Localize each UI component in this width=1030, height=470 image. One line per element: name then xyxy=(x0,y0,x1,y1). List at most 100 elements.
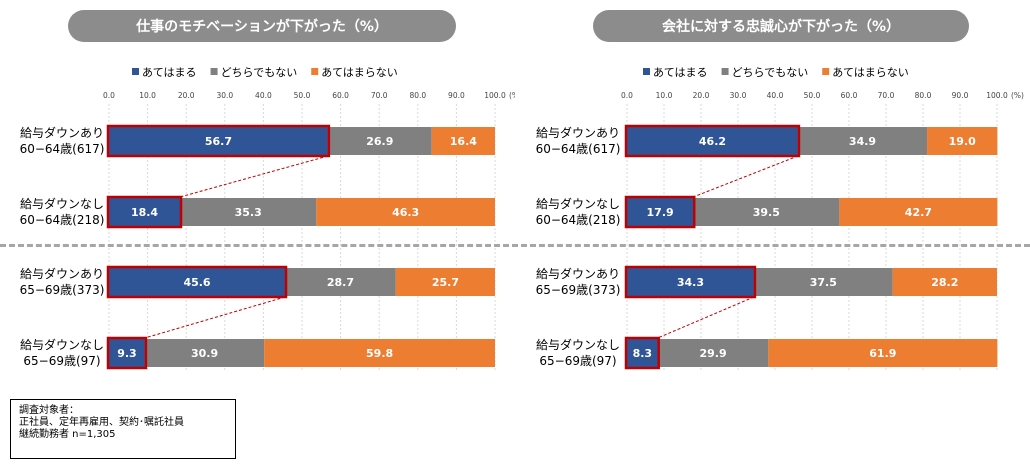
bar-segment xyxy=(693,198,840,226)
data-label: 34.3 xyxy=(677,276,704,289)
x-tick-label: 30.0 xyxy=(216,91,233,100)
group-divider xyxy=(0,244,1030,247)
data-label: 17.9 xyxy=(647,206,674,219)
bar-segment xyxy=(657,339,769,367)
bar-segment xyxy=(627,198,694,226)
x-tick-label: 40.0 xyxy=(767,91,784,100)
data-label: 59.8 xyxy=(366,347,393,360)
x-tick-label: 80.0 xyxy=(409,91,426,100)
x-tick-label: 100.0 xyxy=(986,91,1008,100)
x-tick-label: 40.0 xyxy=(255,91,272,100)
data-label: 16.4 xyxy=(450,135,477,148)
survey-note-line1: 調査対象者： xyxy=(19,405,79,416)
x-tick-label: 0.0 xyxy=(103,91,115,100)
category-label-line2: 65−69歳(97) xyxy=(23,354,100,368)
category-label-line2: 65−69歳(97) xyxy=(539,354,616,368)
legend-label: どちらでもない xyxy=(732,66,809,79)
legend-swatch xyxy=(643,68,650,75)
bar-segment xyxy=(627,268,754,296)
data-label: 37.5 xyxy=(810,276,837,289)
data-label: 39.5 xyxy=(753,206,780,219)
legend-label: あてはまる xyxy=(142,66,197,79)
highlight-box xyxy=(624,336,660,370)
data-label: 28.2 xyxy=(931,276,958,289)
bar-segment xyxy=(285,268,396,296)
x-tick-label: 10.0 xyxy=(656,91,673,100)
x-tick-label: 60.0 xyxy=(332,91,349,100)
x-tick-label: 20.0 xyxy=(178,91,195,100)
bar-segment xyxy=(109,127,328,155)
legend-swatch xyxy=(210,68,218,75)
x-tick-label: 10.0 xyxy=(139,91,156,100)
survey-note: 調査対象者： 正社員、定年再雇用、契約･嘱託社員 継続勤務者 n=1,305 xyxy=(10,399,236,459)
bar-segment xyxy=(109,198,181,226)
x-tick-label: 80.0 xyxy=(915,91,932,100)
chart-title-loyalty: 会社に対する忠誠心が下がった（%） xyxy=(593,10,969,42)
chart-panel-motivation: 仕事のモチベーションが下がった（%） あてはまる どちらでもない あてはまらない 0.… xyxy=(20,10,515,370)
connector-line xyxy=(179,155,328,198)
data-label: 30.9 xyxy=(191,347,218,360)
category-label-line1: 給与ダウンあり xyxy=(536,266,620,281)
category-label-line2: 65−69歳(373) xyxy=(536,283,621,297)
legend-label: どちらでもない xyxy=(221,66,298,79)
highlight-box xyxy=(106,265,288,299)
highlight-box xyxy=(106,195,183,229)
survey-note-line2: 正社員、定年再雇用、契約･嘱託社員 xyxy=(19,417,184,428)
x-tick-label: 50.0 xyxy=(294,91,311,100)
category-label-line1: 給与ダウンなし xyxy=(20,337,104,352)
x-tick-label: 60.0 xyxy=(841,91,858,100)
category-label-line2: 60−64歳(218) xyxy=(536,213,621,227)
x-unit-label: (%) xyxy=(509,91,515,100)
highlight-box xyxy=(624,124,801,158)
connector-line xyxy=(144,296,286,339)
connector-line xyxy=(657,296,755,339)
category-label-line2: 60−64歳(617) xyxy=(536,142,621,156)
legend-swatch xyxy=(132,68,139,75)
bar-segment xyxy=(768,339,998,367)
x-unit-label: (%) xyxy=(1011,91,1024,100)
x-tick-label: 100.0 xyxy=(484,91,506,100)
category-label-line1: 給与ダウンなし xyxy=(20,196,104,211)
bar-segment xyxy=(109,339,145,367)
bar-segment xyxy=(395,268,495,296)
category-label-line2: 60−64歳(617) xyxy=(20,142,105,156)
data-label: 25.7 xyxy=(432,276,459,289)
legend-label: あてはまらない xyxy=(321,66,398,79)
data-label: 45.6 xyxy=(183,276,210,289)
bar-segment xyxy=(753,268,893,296)
bar-segment xyxy=(927,127,998,155)
x-tick-label: 20.0 xyxy=(693,91,710,100)
stacked-bar-chart-motivation: あてはまる どちらでもない あてはまらない 0.0 10.0 20.0 30.0 40.0 50… xyxy=(20,66,515,370)
data-label: 56.7 xyxy=(205,135,232,148)
survey-note-line3: 継続勤務者 n=1,305 xyxy=(19,429,116,440)
chart-panel-loyalty: 会社に対する忠誠心が下がった（%） あてはまる どちらでもない あてはまらない 0.0… xyxy=(515,0,1030,470)
data-label: 28.7 xyxy=(327,276,354,289)
bar-segment xyxy=(892,268,997,296)
x-tick-label: 50.0 xyxy=(804,91,821,100)
bar-segment xyxy=(797,127,928,155)
data-label: 8.3 xyxy=(633,347,653,360)
bar-segment xyxy=(839,198,998,226)
category-label-line1: 給与ダウンあり xyxy=(20,125,104,140)
category-label-line2: 60−64歳(218) xyxy=(20,213,105,227)
bar-segment xyxy=(109,268,286,296)
data-label: 19.0 xyxy=(949,135,976,148)
legend-swatch xyxy=(721,68,729,75)
data-label: 34.9 xyxy=(849,135,876,148)
chart-title-motivation: 仕事のモチベーションが下がった（%） xyxy=(68,10,456,42)
x-tick-label: 90.0 xyxy=(448,91,465,100)
data-label: 61.9 xyxy=(869,347,896,360)
data-label: 42.7 xyxy=(905,206,932,219)
legend-label: あてはまらない xyxy=(832,66,909,79)
bar-segment xyxy=(316,198,495,226)
data-label: 9.3 xyxy=(117,347,137,360)
bar-segment xyxy=(627,339,658,367)
connector-line xyxy=(693,155,799,198)
highlight-box xyxy=(624,265,757,299)
bar-segment xyxy=(627,127,798,155)
x-tick-label: 70.0 xyxy=(371,91,388,100)
data-label: 46.3 xyxy=(392,206,419,219)
data-label: 46.2 xyxy=(699,135,726,148)
stacked-bar-chart-loyalty: あてはまる どちらでもない あてはまらない 0.0 10.0 20.0 30.0 40.0 50… xyxy=(536,66,1024,370)
highlight-box xyxy=(624,195,696,229)
